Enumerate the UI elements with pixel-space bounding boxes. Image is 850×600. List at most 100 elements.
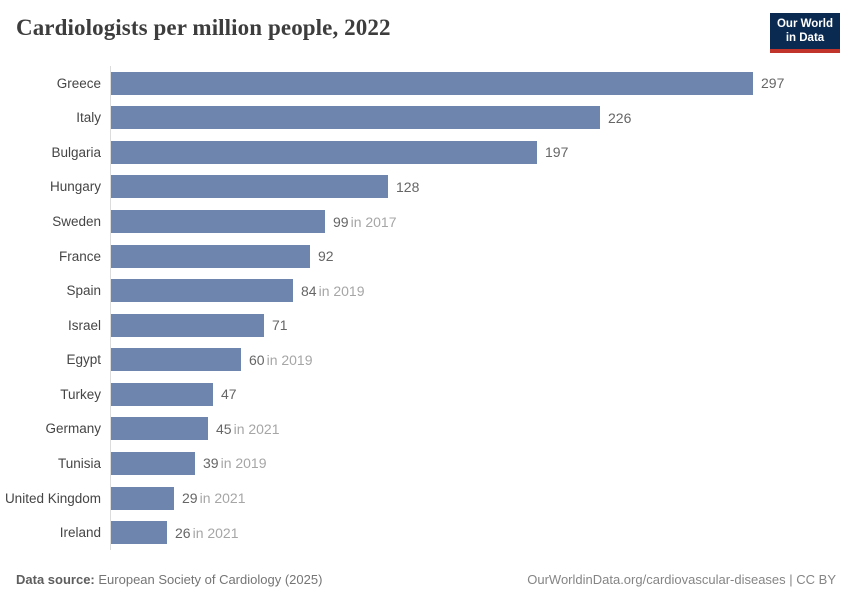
owid-logo: Our World in Data <box>770 13 840 53</box>
value-label: 128 <box>396 179 419 195</box>
value-number: 45 <box>216 420 232 437</box>
bar-track: 39 in 2019 <box>110 446 850 481</box>
bar[interactable] <box>111 210 325 234</box>
country-label: France <box>58 248 101 264</box>
value-year-note: in 2021 <box>233 420 280 437</box>
logo-line1: Our World <box>776 18 833 30</box>
bar-row[interactable]: United Kingdom 29 in 2021 <box>0 480 850 516</box>
value-number: 99 <box>333 213 349 230</box>
country-label: Turkey <box>60 386 101 402</box>
data-source-text: European Society of Cardiology (2025) <box>98 572 323 587</box>
bar[interactable] <box>111 106 600 130</box>
value-number: 60 <box>249 351 265 368</box>
value-label: 60 in 2019 <box>249 352 313 368</box>
value-number: 226 <box>608 109 632 126</box>
bar-track: 45 in 2021 <box>110 411 850 447</box>
value-year-note: in 2019 <box>266 351 313 368</box>
country-label: Italy <box>76 110 101 126</box>
bar[interactable] <box>111 521 167 545</box>
bar-row[interactable]: Sweden 99 in 2017 <box>0 204 850 239</box>
value-label: 92 <box>318 248 334 264</box>
value-number: 197 <box>545 144 569 161</box>
country-label: Greece <box>56 75 101 91</box>
value-label: 26 in 2021 <box>175 525 239 541</box>
bar-track: 29 in 2021 <box>110 480 850 516</box>
value-year-note: in 2019 <box>318 282 365 299</box>
bar[interactable] <box>111 348 241 372</box>
country-label: United Kingdom <box>4 490 101 506</box>
bar-row[interactable]: Egypt 60 in 2019 <box>0 342 850 378</box>
bar[interactable] <box>111 279 293 303</box>
value-number: 29 <box>182 490 198 507</box>
country-label: Israel <box>67 317 101 333</box>
bar[interactable] <box>111 313 264 337</box>
data-source-label: Data source: <box>16 572 95 587</box>
attribution-link[interactable]: OurWorldinData.org/cardiovascular-diseas… <box>527 572 836 587</box>
bar-track: 47 <box>110 377 850 412</box>
bar-row[interactable]: Greece 297 <box>0 66 850 101</box>
bar-track: 71 <box>110 307 850 343</box>
value-number: 47 <box>221 386 237 403</box>
chart-footer: Data source: European Society of Cardiol… <box>16 572 836 587</box>
bar[interactable] <box>111 382 213 406</box>
country-label: Bulgaria <box>51 144 101 160</box>
bar-row[interactable]: France 92 <box>0 238 850 274</box>
bar[interactable] <box>111 175 388 199</box>
country-label: Ireland <box>59 525 101 541</box>
bar-track: 99 in 2017 <box>110 204 850 239</box>
bar-row[interactable]: Italy 226 <box>0 100 850 136</box>
bar-track: 197 <box>110 135 850 170</box>
value-number: 26 <box>175 524 191 541</box>
bar[interactable] <box>111 71 753 95</box>
country-label: Sweden <box>52 214 101 230</box>
bar-track: 26 in 2021 <box>110 515 850 550</box>
value-year-note: in 2021 <box>192 524 239 541</box>
bar-chart: Greece 297 Italy 226 Bulgaria 197 Hungary 128 Sw… <box>0 66 850 550</box>
value-label: 297 <box>761 75 784 91</box>
country-label: Tunisia <box>57 455 101 471</box>
bar-track: 92 <box>110 238 850 274</box>
bar-row[interactable]: Spain 84 in 2019 <box>0 273 850 308</box>
value-label: 226 <box>608 110 631 126</box>
value-number: 39 <box>203 455 219 472</box>
bar[interactable] <box>111 417 208 441</box>
bar-row[interactable]: Turkey 47 <box>0 377 850 412</box>
bar[interactable] <box>111 140 537 164</box>
value-label: 84 in 2019 <box>301 283 365 299</box>
bar-row[interactable]: Ireland 26 in 2021 <box>0 515 850 550</box>
bar-track: 297 <box>110 66 850 101</box>
value-label: 45 in 2021 <box>216 421 280 437</box>
bar-row[interactable]: Israel 71 <box>0 307 850 343</box>
value-label: 29 in 2021 <box>182 490 246 506</box>
bar[interactable] <box>111 244 310 268</box>
value-number: 92 <box>318 248 334 265</box>
bar-track: 226 <box>110 100 850 136</box>
value-label: 197 <box>545 144 568 160</box>
bar[interactable] <box>111 451 195 475</box>
bar-track: 128 <box>110 169 850 205</box>
value-year-note: in 2021 <box>199 490 246 507</box>
chart-title: Cardiologists per million people, 2022 <box>16 15 391 40</box>
value-number: 297 <box>761 75 785 92</box>
value-number: 71 <box>272 317 288 334</box>
value-number: 84 <box>301 282 317 299</box>
country-label: Hungary <box>49 179 101 195</box>
bar-row[interactable]: Tunisia 39 in 2019 <box>0 446 850 481</box>
data-source: Data source: European Society of Cardiol… <box>16 572 322 587</box>
bar-row[interactable]: Germany 45 in 2021 <box>0 411 850 447</box>
value-label: 39 in 2019 <box>203 455 267 471</box>
owid-logo-red-strip <box>770 49 840 53</box>
bar-row[interactable]: Hungary 128 <box>0 169 850 205</box>
value-year-note: in 2017 <box>350 213 397 230</box>
value-label: 71 <box>272 317 288 333</box>
bar[interactable] <box>111 486 174 510</box>
bar-track: 60 in 2019 <box>110 342 850 378</box>
value-label: 47 <box>221 386 237 402</box>
bar-row[interactable]: Bulgaria 197 <box>0 135 850 170</box>
owid-logo-box: Our World in Data <box>770 13 840 49</box>
logo-line2: in Data <box>785 32 825 44</box>
country-label: Egypt <box>66 352 101 368</box>
country-label: Spain <box>66 283 101 299</box>
value-label: 99 in 2017 <box>333 214 397 230</box>
